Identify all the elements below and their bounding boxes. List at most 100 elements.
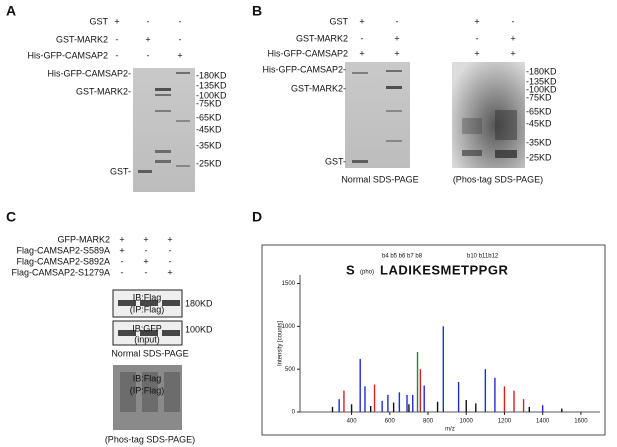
band — [138, 170, 152, 173]
blot-label: (IP:Flag) — [130, 304, 165, 314]
x-tick-label: 1600 — [574, 419, 588, 425]
caption: (Phos-tag SDS-PAGE) — [105, 434, 195, 444]
caption: (Phos-tag SDS-PAGE) — [453, 174, 543, 184]
sign: - — [147, 50, 150, 60]
row-label: GFP-MARK2 — [57, 234, 110, 244]
blot — [113, 365, 182, 430]
marker-label: 100KD — [185, 324, 213, 334]
caption: Normal SDS-PAGE — [341, 174, 418, 184]
band — [142, 372, 158, 412]
sign: - — [361, 33, 364, 43]
band — [155, 110, 171, 112]
panel-label: B — [252, 3, 262, 19]
bands — [118, 70, 517, 412]
band — [386, 140, 402, 142]
sign: - — [169, 245, 172, 255]
band-label: GST-MARK2- — [76, 86, 131, 96]
sign: - — [147, 16, 150, 26]
sign: + — [167, 234, 172, 244]
band — [495, 150, 517, 158]
y-tick-label: 1500 — [282, 281, 296, 287]
blot-label: IB:GFP — [132, 323, 162, 333]
band — [155, 160, 171, 163]
band-label: GST- — [110, 166, 131, 176]
sign: - — [116, 50, 119, 60]
sign: + — [394, 33, 399, 43]
y-tick-label: 500 — [285, 367, 296, 373]
blot-label: IB:Flag — [133, 292, 162, 302]
sign: + — [143, 234, 148, 244]
band — [140, 330, 158, 336]
marker-label: -135KD — [196, 80, 227, 90]
sign: - — [169, 256, 172, 266]
x-tick-label: 1000 — [460, 419, 474, 425]
band — [162, 300, 180, 306]
band — [386, 86, 402, 89]
marker-label: 180KD — [185, 298, 213, 308]
sign: - — [116, 34, 119, 44]
panel-label: C — [6, 209, 16, 225]
band — [386, 70, 402, 72]
marker-label: -135KD — [526, 76, 557, 86]
band — [155, 88, 171, 91]
gel — [133, 68, 195, 192]
spectrum-frame — [261, 244, 606, 436]
band — [155, 94, 171, 96]
panel-label: D — [252, 209, 262, 225]
sign: - — [179, 16, 182, 26]
sign: + — [359, 48, 364, 58]
row-label: His-GFP-CAMSAP2 — [267, 48, 348, 58]
x-tick-label: 800 — [423, 419, 434, 425]
band — [495, 110, 517, 140]
marker-label: -180KD — [526, 66, 557, 76]
band-label: GST- — [325, 156, 346, 166]
row-label: Flag-CAMSAP2-S589A — [16, 245, 110, 255]
sign: + — [145, 34, 150, 44]
y-axis-label: Intensity [counts] — [278, 321, 284, 366]
marker-label: -100KD — [526, 84, 557, 94]
band — [155, 150, 171, 153]
sign: + — [167, 267, 172, 277]
sign: - — [145, 267, 148, 277]
marker-label: -35KD — [526, 137, 552, 147]
band — [176, 165, 190, 167]
band — [352, 160, 368, 163]
x-tick-label: 400 — [347, 419, 358, 425]
marker-label: -35KD — [196, 140, 222, 150]
band-label: His-GFP-CAMSAP2- — [47, 68, 131, 78]
band — [386, 110, 402, 112]
band — [352, 72, 368, 74]
sign: + — [474, 16, 479, 26]
marker-label: -65KD — [526, 106, 552, 116]
sign: + — [119, 245, 124, 255]
x-axis-label: m/z — [445, 427, 455, 433]
sign: - — [121, 256, 124, 266]
y-tick-label: 0 — [292, 410, 296, 416]
band — [462, 150, 482, 156]
blot-label: (input) — [134, 334, 160, 344]
marker-label: -25KD — [196, 158, 222, 168]
row-label: Flag-CAMSAP2-S892A — [16, 256, 110, 266]
row-label: GST — [89, 16, 108, 26]
row-label: GST-MARK2 — [56, 34, 108, 44]
sign: - — [512, 16, 515, 26]
x-tick-label: 600 — [385, 419, 396, 425]
marker-label: -75KD — [526, 92, 552, 102]
band — [176, 72, 190, 74]
band — [164, 372, 180, 412]
x-tick-label: 1200 — [498, 419, 512, 425]
sign: - — [179, 34, 182, 44]
row-label: Flag-CAMSAP2-S1279A — [11, 267, 110, 277]
x-tick-label: 1400 — [536, 419, 550, 425]
sign: - — [396, 16, 399, 26]
sign: + — [474, 48, 479, 58]
row-label: His-GFP-CAMSAP2 — [27, 50, 108, 60]
modification: (pho) — [360, 270, 374, 276]
sign: + — [394, 48, 399, 58]
sign: + — [177, 50, 182, 60]
marker-label: -100KD — [196, 90, 227, 100]
marker-label: -180KD — [196, 70, 227, 80]
marker-label: -75KD — [196, 98, 222, 108]
band — [462, 118, 482, 134]
